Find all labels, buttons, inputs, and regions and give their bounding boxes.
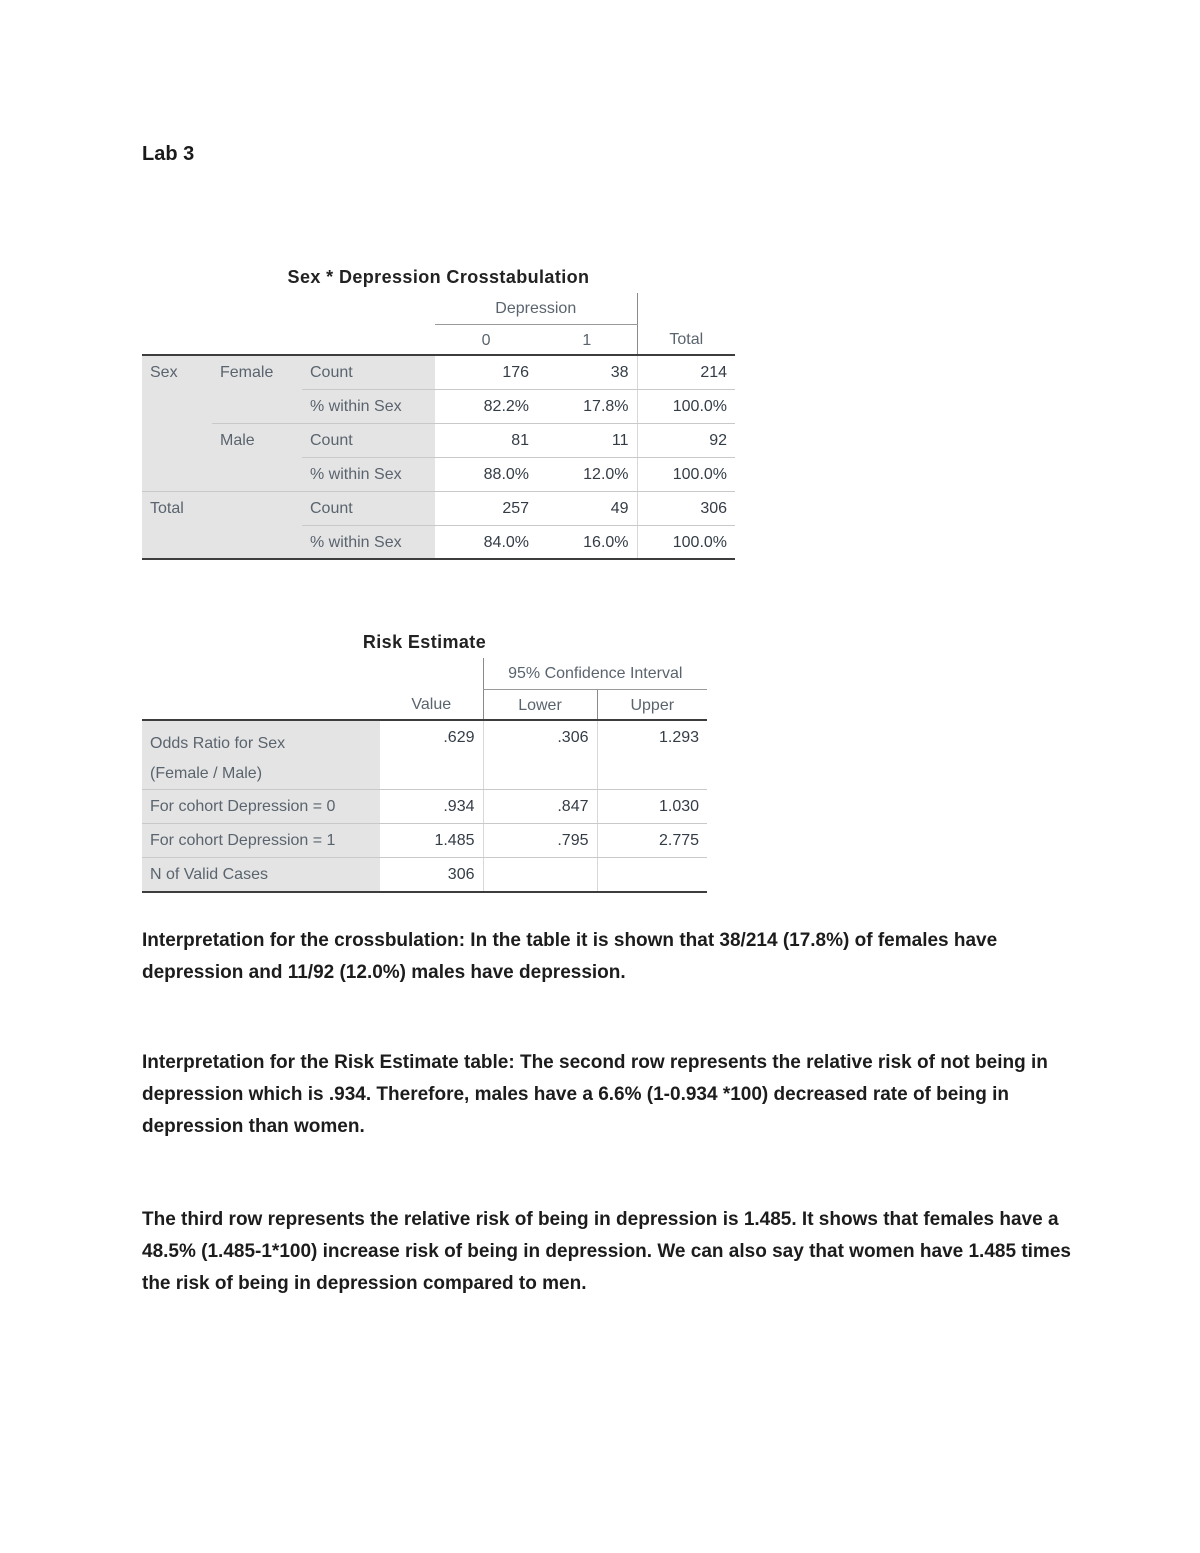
stat-label: Count — [302, 423, 436, 458]
cell-total: 100.0% — [636, 525, 736, 560]
risk-estimate-table: 95% Confidence Interval Value Lower Uppe… — [142, 658, 708, 893]
row-header-total: Total — [142, 491, 302, 560]
cell-value: .934 — [380, 789, 483, 824]
cell-value: 176 — [435, 355, 538, 390]
risk-row: Odds Ratio for Sex (Female / Male) .629 … — [142, 720, 708, 790]
cell-lower: .306 — [482, 720, 597, 790]
cell-upper: 2.775 — [596, 823, 708, 858]
cell-value: 16.0% — [537, 525, 638, 560]
row-header-n-valid: N of Valid Cases — [142, 857, 380, 893]
cell-value: 49 — [537, 491, 638, 526]
row-label-line2: (Female / Male) — [150, 765, 263, 782]
interpretation-paragraph-risk: Interpretation for the Risk Estimate tab… — [142, 1052, 1048, 1137]
confidence-interval-label: 95% Confidence Interval — [482, 658, 708, 690]
risk-header-row: Value Lower Upper — [142, 689, 708, 721]
cell-lower: .795 — [482, 823, 597, 858]
row-header-odds-ratio: Odds Ratio for Sex (Female / Male) — [142, 720, 380, 790]
stat-label: % within Sex — [302, 525, 436, 560]
cell-lower — [482, 857, 597, 893]
stat-label: Count — [302, 355, 436, 390]
cell-total: 306 — [636, 491, 736, 526]
row-header-cohort-1: For cohort Depression = 1 — [142, 823, 380, 858]
crosstab-row: % within Sex 88.0% 12.0% 100.0% — [142, 457, 736, 492]
cell-value: 17.8% — [537, 389, 638, 424]
crosstab-header-row: 0 1 Total — [142, 324, 736, 356]
risk-row: N of Valid Cases 306 — [142, 857, 708, 893]
interpretation-paragraph-third-row: The third row represents the relative ri… — [142, 1209, 1071, 1294]
cell-value: 82.2% — [435, 389, 538, 424]
cell-value: 11 — [537, 423, 638, 458]
cell-total: 100.0% — [636, 389, 736, 424]
crosstab-row: Male Count 81 11 92 — [142, 423, 736, 492]
crosstab-section: Sex * Depression Crosstabulation Depress… — [142, 267, 736, 560]
risk-row: For cohort Depression = 1 1.485 .795 2.7… — [142, 823, 708, 858]
crosstab-table: Depression 0 1 Total Sex Female Count 17… — [142, 293, 736, 560]
crosstab-row: Total Count 257 49 306 — [142, 491, 736, 560]
cell-value: 84.0% — [435, 525, 538, 560]
crosstab-row: % within Sex 82.2% 17.8% 100.0% — [142, 389, 736, 424]
col-header-value: Value — [380, 689, 483, 721]
risk-colgroup-row: 95% Confidence Interval — [142, 658, 708, 690]
cell-value: 88.0% — [435, 457, 538, 492]
row-header-sex: Sex — [142, 355, 212, 492]
cell-value: 81 — [435, 423, 538, 458]
cell-lower: .847 — [482, 789, 597, 824]
col-header-upper: Upper — [596, 689, 708, 721]
cell-value: 12.0% — [537, 457, 638, 492]
crosstab-colgroup-label: Depression — [435, 293, 638, 325]
interpretation-paragraph-crosstab: Interpretation for the crossbulation: In… — [142, 930, 998, 983]
cell-value: 1.485 — [380, 823, 483, 858]
risk-estimate-title: Risk Estimate — [362, 632, 487, 652]
col-header-lower: Lower — [482, 689, 597, 721]
cell-upper: 1.030 — [596, 789, 708, 824]
cell-value: 257 — [435, 491, 538, 526]
stat-label: Count — [302, 491, 436, 526]
cell-value: .629 — [380, 720, 483, 790]
stat-label: % within Sex — [302, 389, 436, 424]
crosstab-title: Sex * Depression Crosstabulation — [287, 267, 590, 287]
col-header-1: 1 — [537, 324, 638, 356]
stat-label: % within Sex — [302, 457, 436, 492]
cell-total: 100.0% — [636, 457, 736, 492]
cell-upper — [596, 857, 708, 893]
cell-upper: 1.293 — [596, 720, 708, 790]
risk-estimate-section: Risk Estimate 95% Confidence Interval Va… — [142, 632, 708, 893]
cell-total: 214 — [636, 355, 736, 390]
row-label-line1: Odds Ratio for Sex — [150, 735, 286, 752]
col-header-total: Total — [637, 324, 736, 356]
cell-value: 306 — [380, 857, 483, 893]
cell-total: 92 — [636, 423, 736, 458]
crosstab-colgroup-row: Depression — [142, 293, 735, 325]
risk-row: For cohort Depression = 0 .934 .847 1.03… — [142, 789, 708, 824]
crosstab-row: Sex Female Count 176 38 214 — [142, 355, 736, 492]
row-header-male: Male — [212, 423, 302, 492]
row-header-cohort-0: For cohort Depression = 0 — [142, 789, 380, 824]
col-header-0: 0 — [435, 324, 538, 356]
cell-value: 38 — [537, 355, 638, 390]
crosstab-row: % within Sex 84.0% 16.0% 100.0% — [142, 525, 736, 560]
document-title: Lab 3 — [142, 143, 195, 165]
row-header-female: Female — [212, 355, 302, 424]
